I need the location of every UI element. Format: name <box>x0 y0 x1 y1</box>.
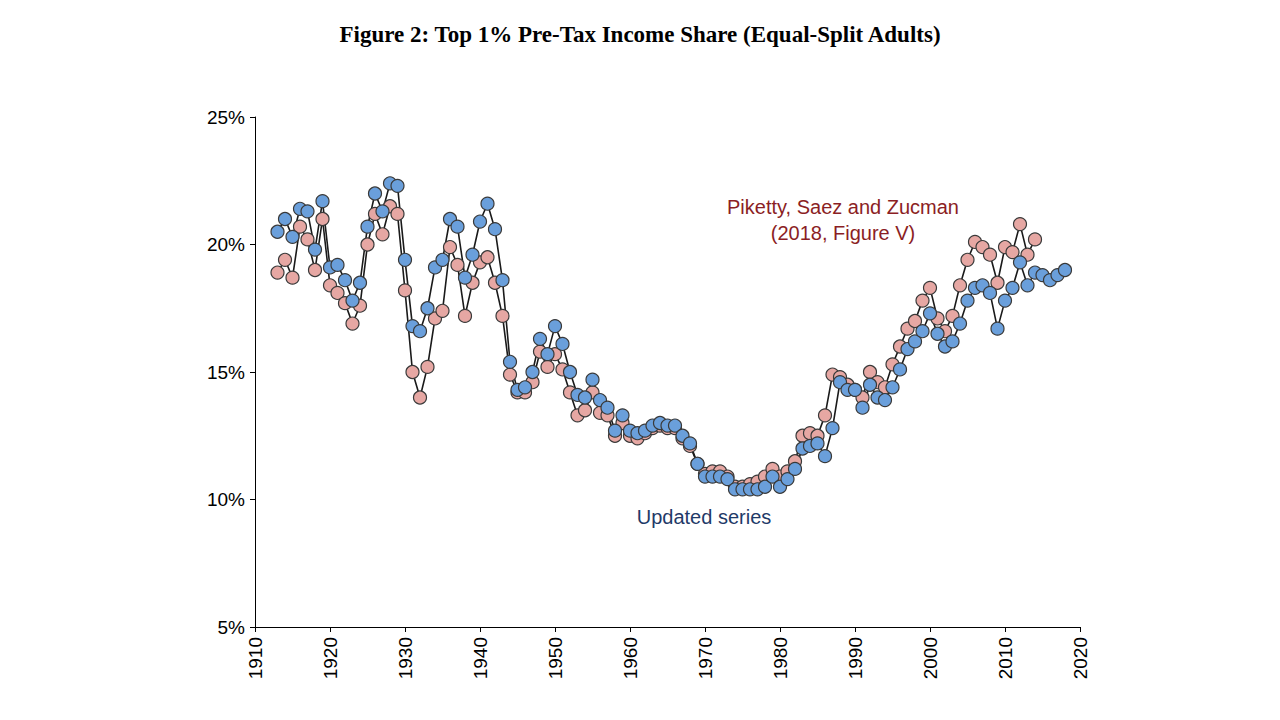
svg-text:Figure 2: Top 1% Pre-Tax Incom: Figure 2: Top 1% Pre-Tax Income Share (E… <box>339 22 940 47</box>
svg-text:1930: 1930 <box>395 637 416 679</box>
svg-text:1990: 1990 <box>845 637 866 679</box>
svg-text:1940: 1940 <box>470 637 491 679</box>
svg-text:2020: 2020 <box>1070 637 1091 679</box>
svg-text:2000: 2000 <box>920 637 941 679</box>
svg-text:Updated series: Updated series <box>637 506 772 528</box>
svg-text:2010: 2010 <box>995 637 1016 679</box>
svg-text:1960: 1960 <box>620 637 641 679</box>
svg-text:10%: 10% <box>207 489 245 510</box>
svg-text:1950: 1950 <box>545 637 566 679</box>
svg-text:1980: 1980 <box>770 637 791 679</box>
svg-text:20%: 20% <box>207 234 245 255</box>
svg-text:1910: 1910 <box>245 637 266 679</box>
svg-text:15%: 15% <box>207 362 245 383</box>
svg-text:(2018, Figure V): (2018, Figure V) <box>771 222 916 244</box>
svg-text:Piketty, Saez and Zucman: Piketty, Saez and Zucman <box>727 196 959 218</box>
svg-text:5%: 5% <box>218 617 246 638</box>
svg-text:25%: 25% <box>207 107 245 128</box>
svg-text:1920: 1920 <box>320 637 341 679</box>
svg-text:1970: 1970 <box>695 637 716 679</box>
